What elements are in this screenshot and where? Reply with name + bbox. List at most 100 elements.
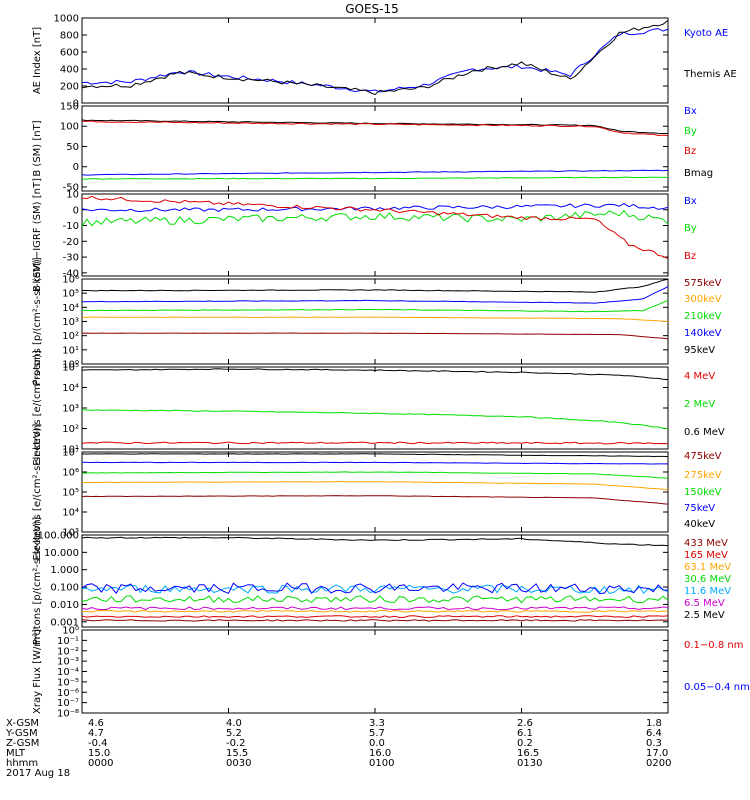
legend-entry: 0.1−0.8 nm <box>684 640 743 651</box>
panel-0: 0 200 400 600 800 1000 AE Index [nT] Kyoto AE Th… <box>32 14 737 110</box>
panel-3: 10⁰ 10¹ 10² 10³ 10⁴ 10⁵ 10⁶ Protons [p/(cm²-s-s… <box>32 257 722 385</box>
series-line <box>81 120 669 137</box>
legend-entry: 475keV <box>684 451 722 462</box>
legend-entry: 30.6 MeV <box>684 574 731 585</box>
y-tick-label: 10⁻⁴ <box>57 667 79 678</box>
y-tick-label: 10⁻¹ <box>57 636 79 647</box>
y-axis-label: Protons [p/(cm²-s-sr-keV)] <box>32 257 43 385</box>
ephem-value: 2.6 <box>517 718 533 729</box>
series-line <box>81 453 669 458</box>
ephem-value: 0130 <box>517 758 543 769</box>
y-tick-label: -50 <box>63 182 79 193</box>
series-line <box>81 409 669 430</box>
y-tick-label: -10 <box>63 221 79 232</box>
ephemeris-col-3: 2.6 6.1 0.2 16.5 0130 <box>517 719 542 769</box>
y-tick-label: 0 <box>73 162 79 173</box>
y-tick-label: 10² <box>62 424 79 435</box>
panel-5: 10³ 10⁴ 10⁵ 10⁶ 10⁷ Electrons [e/(cm²-s-sr-ke… <box>32 423 722 560</box>
series-line <box>81 28 669 93</box>
panel-2: -40 -30 -20 -10 0 10 B (SM)−IGRF (SM) [nT] Bx By… <box>32 178 697 292</box>
y-tick-label: 10⁵ <box>62 289 79 300</box>
y-tick-label: 10¹ <box>62 345 79 356</box>
ephem-value: 15.0 <box>88 748 111 759</box>
ephemeris-row-labels: X-GSM Y-GSM Z-GSM MLT hhmm 2017 Aug 18 <box>6 719 70 779</box>
y-tick-label: 150 <box>60 102 79 113</box>
panel-frame <box>81 366 669 450</box>
legend-entry: Bx <box>684 106 697 117</box>
panel-4: 10¹ 10² 10³ 10⁴ 10⁵ Electrons [e/(cm²-s-sr)] 4… <box>32 350 725 466</box>
y-tick-label: 10³ <box>62 404 79 415</box>
series-line <box>81 368 669 381</box>
y-tick-label: 10¹ <box>62 445 79 456</box>
y-tick-label: 600 <box>60 48 79 59</box>
legend-entry: 275keV <box>684 470 722 481</box>
ephem-value: 0.0 <box>369 738 385 749</box>
y-tick-label: 10⁻⁶ <box>57 688 79 699</box>
y-tick-label: 10⁶ <box>62 468 79 479</box>
chart-title: GOES-15 <box>345 2 399 16</box>
legend-entry: 140keV <box>684 328 722 339</box>
series-line <box>82 176 669 180</box>
ephem-value: 4.6 <box>88 718 104 729</box>
ephem-value: 16.5 <box>517 748 540 759</box>
y-tick-label: 10⁴ <box>62 508 79 519</box>
series-line <box>81 615 669 618</box>
y-axis-label: AE Index [nT] <box>32 27 43 94</box>
date-label: 2017 Aug 18 <box>6 768 71 779</box>
y-axis-label: B (SM)−IGRF (SM) [nT] <box>32 178 43 292</box>
series-line <box>81 286 669 304</box>
y-tick-label: 10⁴ <box>62 383 79 394</box>
series-line <box>81 20 669 96</box>
series-line <box>81 461 668 465</box>
y-tick-label: 0 <box>73 99 79 110</box>
panel-6: 0.001 0.010 0.100 1.000 10.000 100.000Protons… <box>32 517 731 645</box>
ephem-value: 6.1 <box>517 728 533 739</box>
ephem-value: 0030 <box>226 758 252 769</box>
y-tick-label: 10⁻⁷ <box>57 698 79 709</box>
ephem-label-y: Y-GSM <box>6 728 38 739</box>
ephem-value: -0.2 <box>226 738 246 749</box>
legend-entry: 210keV <box>684 311 722 322</box>
legend-entry: 75keV <box>684 503 715 514</box>
ephem-value: 0.3 <box>646 738 662 749</box>
y-tick-label: 0.001 <box>50 617 79 628</box>
y-tick-label: -40 <box>63 268 79 279</box>
ephem-value: 17.0 <box>646 748 669 759</box>
y-tick-label: 100.000 <box>38 531 79 542</box>
legend-entry: By <box>684 223 697 234</box>
y-tick-label: 10⁻³ <box>57 657 79 668</box>
ephem-value: 1.8 <box>646 718 662 729</box>
series-line <box>81 441 669 445</box>
series-line <box>81 195 669 260</box>
legend-entry: 2.5 MeV <box>684 610 725 621</box>
series-line <box>82 480 669 491</box>
y-axis-label: Electrons [e/(cm²-s-sr)] <box>32 350 43 466</box>
legend-entry: Bx <box>684 196 697 207</box>
ephem-value: 6.4 <box>646 728 662 739</box>
y-tick-label: 10.000 <box>44 548 79 559</box>
ephem-value: 4.0 <box>226 718 242 729</box>
ephem-value: 3.3 <box>369 718 385 729</box>
series-line <box>81 169 669 176</box>
legend-entry: 433 MeV <box>684 538 728 549</box>
ephem-label-x: X-GSM <box>6 718 40 729</box>
series-line <box>81 619 669 622</box>
y-tick-label: 10⁵ <box>62 488 79 499</box>
series-line <box>81 209 669 227</box>
legend-entry: 300keV <box>684 294 722 305</box>
legend-entry: 95keV <box>684 345 715 356</box>
y-axis-label: Xray Flux [W/m²] <box>32 629 43 714</box>
legend-entry: 63.1 MeV <box>684 562 731 573</box>
ephemeris-col-4: 1.8 6.4 0.3 17.0 0200 <box>646 719 671 769</box>
ephem-value: 15.5 <box>226 748 249 759</box>
y-tick-label: 0.100 <box>50 583 79 594</box>
ephemeris-col-2: 3.3 5.7 0.0 16.0 0100 <box>369 719 394 769</box>
y-tick-label: 10 <box>66 190 79 201</box>
y-tick-label: 50 <box>66 142 79 153</box>
y-tick-label: 10⁻⁵ <box>57 677 79 688</box>
panel-frame <box>81 534 669 628</box>
ephem-value: -0.4 <box>88 738 108 749</box>
y-tick-label: 10⁻⁸ <box>57 709 79 720</box>
y-tick-label: 10³ <box>62 317 79 328</box>
